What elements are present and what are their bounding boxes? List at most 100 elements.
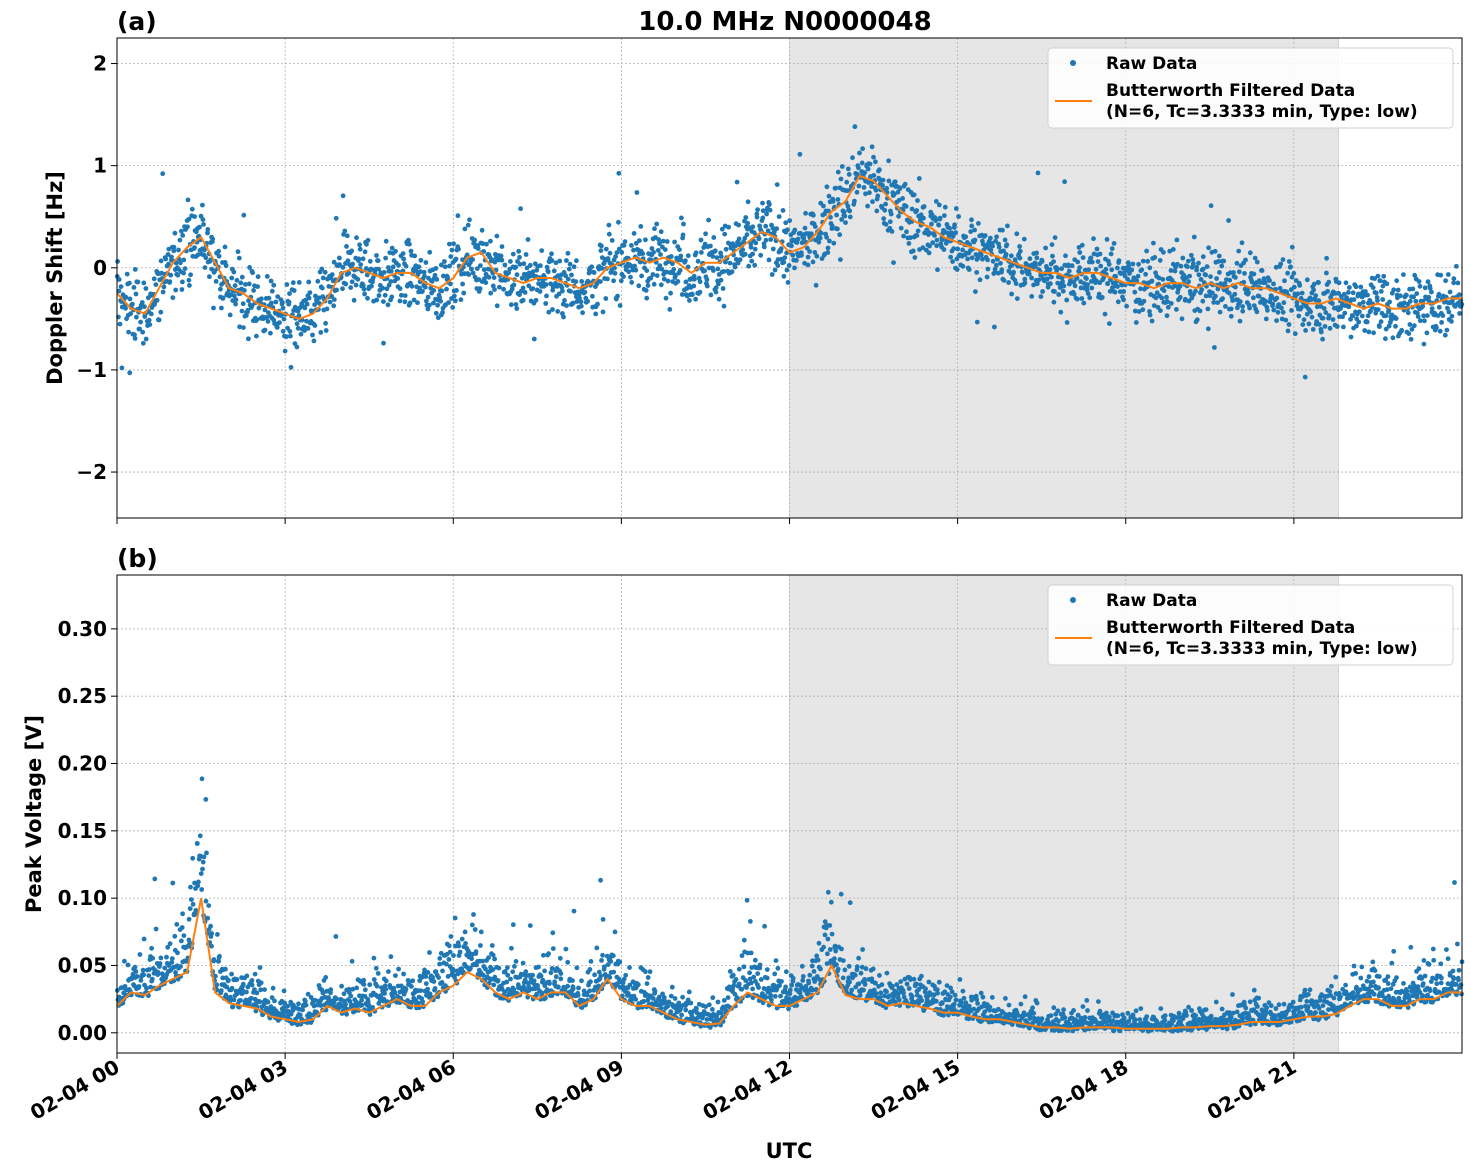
raw-data-point [1425,279,1431,285]
raw-data-point [565,276,571,282]
raw-data-point [1214,276,1219,281]
raw-data-point [381,270,387,275]
raw-data-point [128,311,134,317]
raw-data-point [933,218,938,224]
raw-data-point [1141,298,1147,304]
raw-data-point [994,262,999,268]
raw-data-point [421,269,427,275]
raw-data-point [266,295,272,301]
raw-data-point [1261,276,1267,282]
raw-data-point [223,966,228,972]
raw-data-point [1237,318,1243,324]
raw-data-point [651,281,657,287]
raw-data-point [333,934,339,939]
raw-data-point [996,244,1002,250]
raw-data-point [275,294,281,299]
raw-data-point [912,255,918,260]
raw-data-point [745,199,751,205]
raw-data-point [969,255,975,261]
raw-data-point [1378,319,1384,324]
raw-data-point [732,264,738,270]
raw-data-point [797,151,803,157]
raw-data-point [936,979,942,985]
panel-b: 0.300.250.200.150.100.050.00 02-04 00 02-… [22,544,1465,1125]
raw-data-point [253,1008,259,1014]
raw-data-point [480,958,486,964]
raw-data-point [621,242,627,248]
raw-data-point [331,999,337,1005]
raw-data-point [629,243,634,248]
raw-data-point [1334,324,1340,329]
raw-data-point [484,241,489,247]
raw-data-point [1220,296,1225,301]
raw-data-point [1099,295,1105,300]
raw-data-point [1029,275,1034,281]
raw-data-point [1308,1010,1313,1015]
raw-data-point [132,964,138,970]
raw-data-point [598,973,604,979]
raw-data-point [966,267,972,272]
raw-data-point [896,213,901,219]
raw-data-point [1397,293,1403,299]
raw-data-point [264,274,270,279]
raw-data-point [1200,266,1206,272]
raw-data-point [516,248,522,254]
raw-data-point [453,943,458,949]
raw-data-point [1001,278,1007,283]
raw-data-point [169,960,175,965]
raw-data-point [767,202,772,207]
raw-data-point [847,979,852,985]
raw-data-point [250,270,256,276]
raw-data-point [1027,256,1033,262]
raw-data-point [1217,309,1223,315]
raw-data-point [953,997,959,1003]
raw-data-point [423,260,429,265]
panel-a: 210−1−2 (a) Doppler Shift [Hz] Raw Data … [43,7,1465,524]
raw-data-point [231,997,237,1003]
raw-data-point [824,184,830,190]
raw-data-point [213,973,218,979]
raw-data-point [1449,319,1454,324]
raw-data-point [1098,263,1104,269]
raw-data-point [456,246,461,252]
raw-data-point [1048,281,1053,287]
raw-data-point [1213,999,1219,1005]
raw-data-point [814,253,820,259]
raw-data-point [199,887,205,892]
raw-data-point [982,1009,988,1015]
raw-data-point [1079,296,1085,301]
raw-data-point [934,987,940,992]
raw-data-point [1297,283,1303,288]
raw-data-point [1056,1018,1061,1024]
raw-data-point [863,191,868,197]
raw-data-point [118,284,124,290]
raw-data-point [968,229,974,235]
raw-data-point [1215,300,1221,305]
raw-data-point [639,273,644,279]
raw-data-point [834,962,839,968]
raw-data-point [284,334,289,340]
raw-data-point [605,962,611,967]
raw-data-point [160,289,166,295]
raw-data-point [254,333,259,339]
raw-data-point [360,256,366,262]
raw-data-point [349,958,355,964]
raw-data-point [255,284,260,289]
raw-data-point [1062,179,1067,185]
raw-data-point [694,1006,699,1012]
raw-data-point [923,986,928,992]
raw-data-point [775,263,781,268]
raw-data-point [393,248,398,254]
raw-data-point [559,285,565,290]
raw-data-point [530,269,536,275]
raw-data-point [822,919,828,925]
raw-data-point [716,296,722,302]
panel-a-legend-filtered-label-1: Butterworth Filtered Data [1106,81,1355,101]
raw-data-point [766,257,772,263]
raw-data-point [383,238,389,244]
raw-data-point [1107,288,1113,294]
raw-data-point [846,963,852,969]
raw-data-point [249,978,255,983]
raw-data-point [1000,227,1005,233]
raw-data-point [636,283,642,289]
